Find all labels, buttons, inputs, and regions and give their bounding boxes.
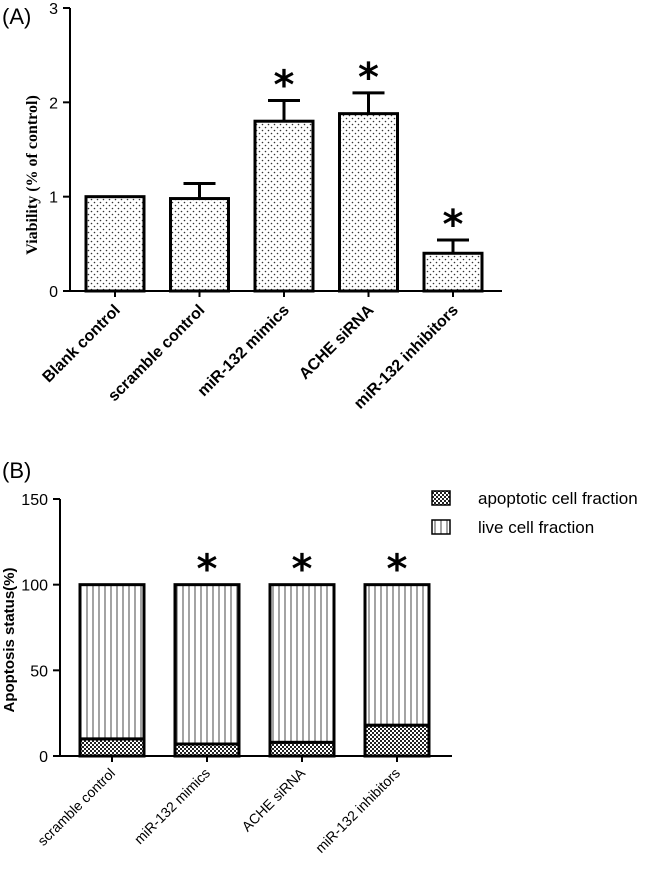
y-tick-label: 50 — [30, 663, 48, 680]
legend-swatch-apoptotic — [431, 490, 451, 506]
bar — [253, 119, 315, 293]
panel-a-y-ticks: 0 1 2 3 — [49, 1, 70, 301]
significance-star: * — [358, 55, 379, 101]
x-tick-label: ACHE siRNA — [296, 301, 377, 382]
panel-b-y-ticks: 0 50 100 150 — [21, 492, 60, 766]
x-tick-label: miR-132 mimics — [131, 765, 213, 847]
y-tick-label: 0 — [39, 749, 48, 766]
x-tick-label: miR-132 inhibitors — [312, 765, 403, 856]
legend: apoptotic cell fraction live cell fracti… — [431, 489, 638, 537]
x-tick-label: miR-132 mimics — [195, 302, 293, 400]
legend-label-apoptotic: apoptotic cell fraction — [478, 489, 638, 508]
panel-a-label: (A) — [2, 4, 31, 29]
significance-star: * — [197, 547, 218, 593]
y-tick-label: 3 — [49, 1, 58, 18]
bar-segment-apoptotic — [78, 737, 146, 758]
bar — [169, 197, 230, 293]
y-tick-label: 0 — [49, 284, 58, 301]
bar-segment-apoptotic — [173, 742, 241, 758]
significance-star: * — [443, 202, 464, 248]
significance-star: * — [387, 547, 408, 593]
significance-star: * — [292, 547, 313, 593]
bar-segment-apoptotic — [363, 723, 431, 758]
panel-b-label: (B) — [2, 458, 31, 483]
panel-b-x-tick-labels: scramble control miR-132 mimics ACHE siRNA… — [34, 764, 403, 856]
panel-a-y-axis-label: Viability (% of control) — [24, 95, 41, 255]
y-tick-label: 100 — [21, 578, 48, 595]
bar-segment-live — [363, 583, 431, 727]
legend-swatch-live — [431, 519, 451, 535]
bar — [338, 112, 399, 293]
panel-b-bars: * * * — [78, 547, 431, 762]
bar — [422, 251, 484, 293]
panel-a-bars: * * * — [84, 55, 484, 297]
x-tick-label: scramble control — [105, 302, 208, 405]
panel-a: (A) Viability (% of control) 0 1 2 3 * * * Bl… — [2, 1, 502, 413]
x-tick-label: ACHE siRNA — [238, 764, 308, 834]
panel-b-y-axis-label: Apoptosis status(%) — [1, 567, 18, 712]
bar — [84, 195, 146, 293]
y-tick-label: 150 — [21, 492, 48, 509]
bar-segment-live — [268, 583, 336, 744]
y-tick-label: 2 — [49, 95, 58, 112]
y-tick-label: 1 — [49, 190, 58, 207]
bar-segment-apoptotic — [268, 740, 336, 758]
bar-segment-live — [173, 583, 241, 746]
legend-label-live: live cell fraction — [478, 518, 594, 537]
significance-star: * — [274, 62, 295, 108]
x-tick-label: Blank control — [40, 302, 124, 386]
panel-b: (B) Apoptosis status(%) 0 50 100 150 * * * sc… — [1, 458, 638, 856]
bar-segment-live — [78, 583, 146, 741]
x-tick-label: scramble control — [34, 765, 118, 849]
